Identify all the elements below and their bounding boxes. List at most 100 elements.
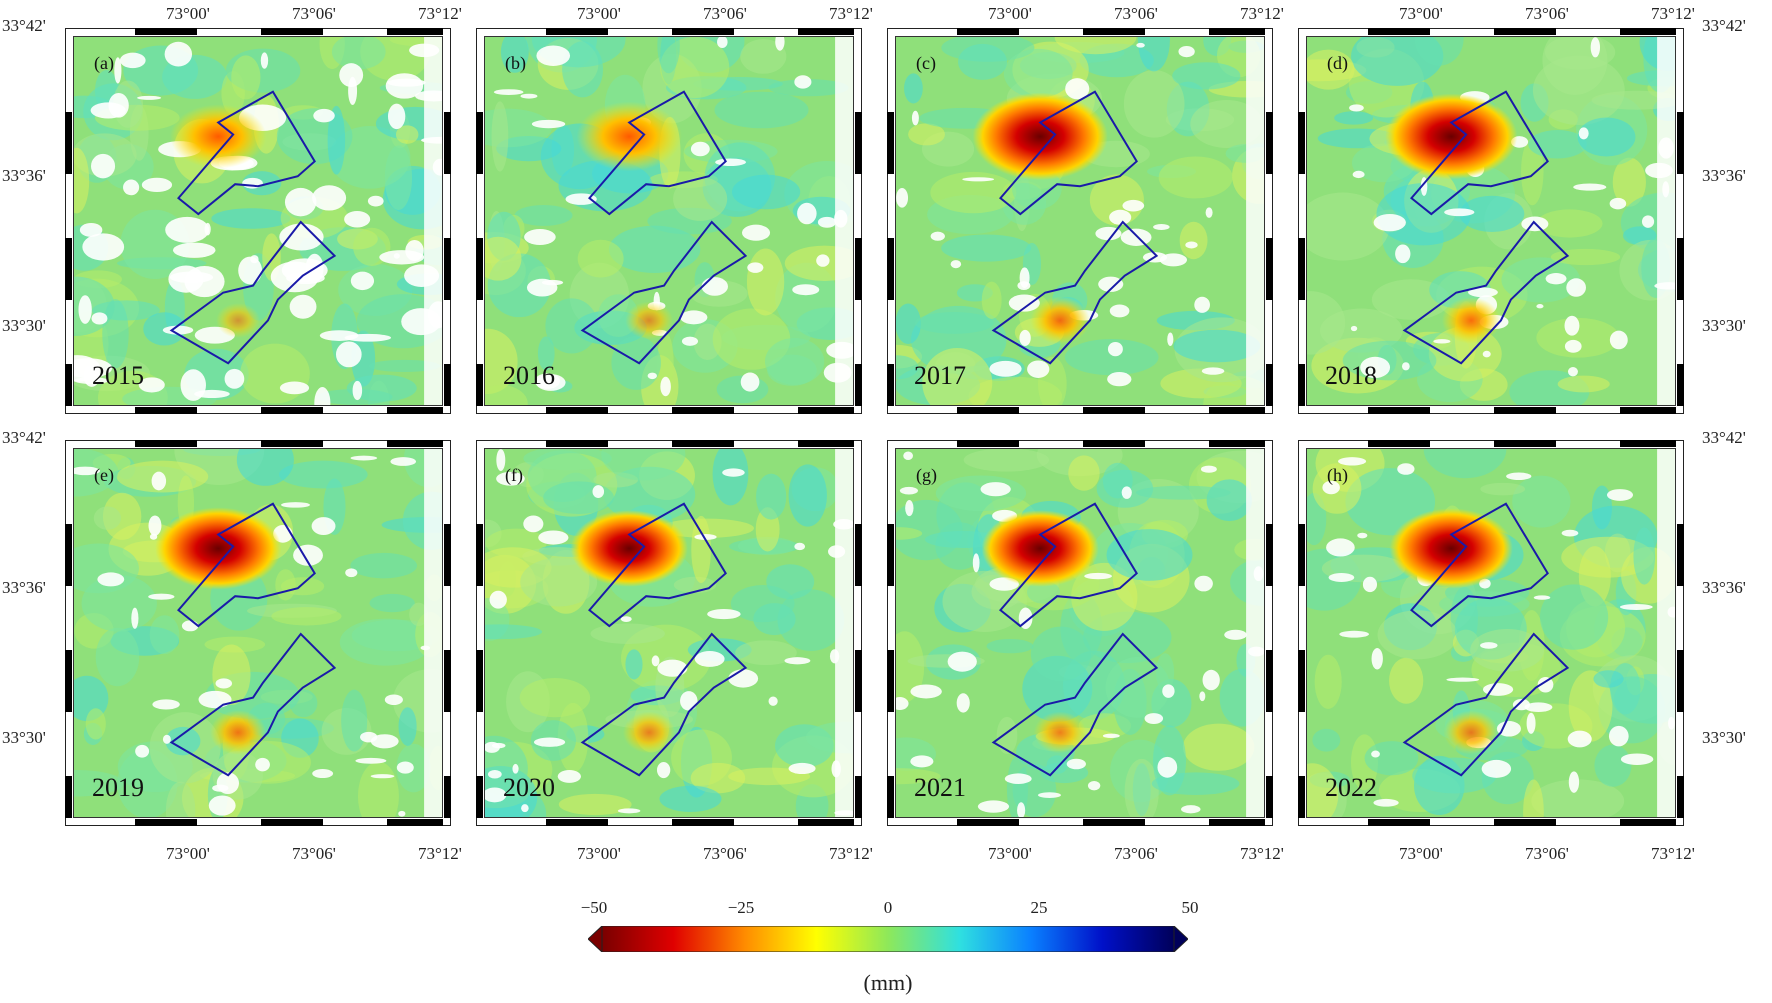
frame-tick-bar	[798, 407, 854, 414]
latitude-tick-label: 33°42'	[1702, 428, 1746, 447]
panel-letter: (c)	[916, 53, 936, 73]
frame-tick-bar	[1266, 364, 1273, 406]
colorbar-tick-label: −50	[580, 898, 608, 917]
longitude-tick-label: 73°00'	[988, 844, 1032, 863]
southern-aoi-polygon	[1402, 220, 1570, 365]
longitude-tick-label: 73°12'	[1240, 844, 1284, 863]
frame-tick-bar	[1494, 819, 1556, 826]
frame-tick-bar	[135, 819, 197, 826]
map-panel: (f) 2020	[476, 440, 862, 826]
colorbar-tick-label: −25	[727, 898, 755, 917]
colorbar-tick-label: 0	[883, 898, 893, 917]
latitude-tick-label: 33°30'	[2, 316, 46, 335]
frame-tick-bar	[1677, 650, 1684, 712]
frame-tick-bar	[546, 407, 608, 414]
colorbar-tick-label: 25	[1030, 898, 1048, 917]
frame-tick-bar	[476, 364, 483, 406]
longitude-tick-label: 73°06'	[703, 844, 747, 863]
frame-tick-bar	[261, 819, 323, 826]
map-svg	[74, 449, 442, 817]
frame-tick-bar	[957, 28, 1019, 35]
frame-tick-bar	[65, 524, 72, 586]
frame-tick-bar	[1266, 650, 1273, 712]
frame-tick-bar	[1368, 440, 1430, 447]
frame-tick-bar	[387, 28, 443, 35]
frame-tick-bar	[855, 238, 862, 300]
frame-tick-bar	[1494, 407, 1556, 414]
northern-aoi-polygon	[999, 502, 1138, 628]
deformation-map: (a) 2015	[73, 36, 443, 406]
panel-letter: (h)	[1327, 465, 1348, 485]
frame-tick-bar	[1677, 776, 1684, 818]
panel-letter: (d)	[1327, 53, 1348, 73]
frame-tick-bar	[887, 776, 894, 818]
map-svg	[74, 37, 442, 405]
frame-tick-bar	[387, 819, 443, 826]
frame-tick-bar	[1298, 364, 1305, 406]
map-svg	[896, 37, 1264, 405]
frame-tick-bar	[957, 407, 1019, 414]
frame-tick-bar	[887, 238, 894, 300]
frame-tick-bar	[476, 776, 483, 818]
frame-tick-bar	[855, 776, 862, 818]
deformation-map: (h) 2022	[1306, 448, 1676, 818]
frame-tick-bar	[476, 112, 483, 174]
latitude-tick-label: 33°36'	[2, 578, 46, 597]
frame-tick-bar	[887, 364, 894, 406]
frame-tick-bar	[1298, 524, 1305, 586]
latitude-tick-label: 33°36'	[1702, 166, 1746, 185]
longitude-tick-label: 73°06'	[1114, 4, 1158, 23]
southern-aoi-polygon	[580, 220, 748, 365]
longitude-tick-label: 73°00'	[166, 844, 210, 863]
longitude-tick-label: 73°12'	[418, 844, 462, 863]
frame-tick-bar	[1083, 440, 1145, 447]
map-panel: (a) 2015	[65, 28, 451, 414]
southern-aoi-polygon	[991, 632, 1159, 777]
colorbar	[588, 926, 1188, 952]
latitude-tick-label: 33°42'	[1702, 16, 1746, 35]
panel-year: 2016	[503, 361, 555, 390]
northern-aoi-polygon	[1410, 502, 1549, 628]
frame-tick-bar	[1266, 112, 1273, 174]
longitude-tick-label: 73°12'	[829, 844, 873, 863]
panel-year: 2015	[92, 361, 144, 390]
deformation-map: (g) 2021	[895, 448, 1265, 818]
frame-tick-bar	[798, 28, 854, 35]
longitude-tick-label: 73°00'	[1399, 4, 1443, 23]
frame-tick-bar	[672, 819, 734, 826]
southern-aoi-polygon	[1402, 632, 1570, 777]
frame-tick-bar	[65, 650, 72, 712]
southern-aoi-polygon	[991, 220, 1159, 365]
map-panel: (e) 2019	[65, 440, 451, 826]
frame-tick-bar	[476, 524, 483, 586]
deformation-map: (f) 2020	[484, 448, 854, 818]
frame-tick-bar	[387, 407, 443, 414]
frame-tick-bar	[1209, 407, 1265, 414]
frame-tick-bar	[476, 238, 483, 300]
longitude-tick-label: 73°12'	[1651, 844, 1695, 863]
northern-aoi-polygon	[177, 502, 316, 628]
northern-aoi-polygon	[588, 502, 727, 628]
northern-aoi-polygon	[177, 90, 316, 216]
frame-tick-bar	[1209, 28, 1265, 35]
panel-letter: (e)	[94, 465, 114, 485]
frame-tick-bar	[1620, 819, 1676, 826]
frame-tick-bar	[444, 650, 451, 712]
longitude-tick-label: 73°00'	[577, 4, 621, 23]
frame-tick-bar	[1298, 112, 1305, 174]
frame-tick-bar	[855, 364, 862, 406]
frame-tick-bar	[444, 238, 451, 300]
longitude-tick-label: 73°00'	[166, 4, 210, 23]
frame-tick-bar	[65, 776, 72, 818]
frame-tick-bar	[261, 407, 323, 414]
latitude-tick-label: 33°42'	[2, 16, 46, 35]
longitude-tick-label: 73°06'	[1525, 4, 1569, 23]
frame-tick-bar	[444, 776, 451, 818]
colorbar-tick-label: 50	[1181, 898, 1199, 917]
latitude-tick-label: 33°36'	[1702, 578, 1746, 597]
latitude-tick-label: 33°36'	[2, 166, 46, 185]
map-panel: (b) 2016	[476, 28, 862, 414]
frame-tick-bar	[546, 819, 608, 826]
map-frame	[887, 28, 1273, 414]
frame-tick-bar	[1368, 407, 1430, 414]
